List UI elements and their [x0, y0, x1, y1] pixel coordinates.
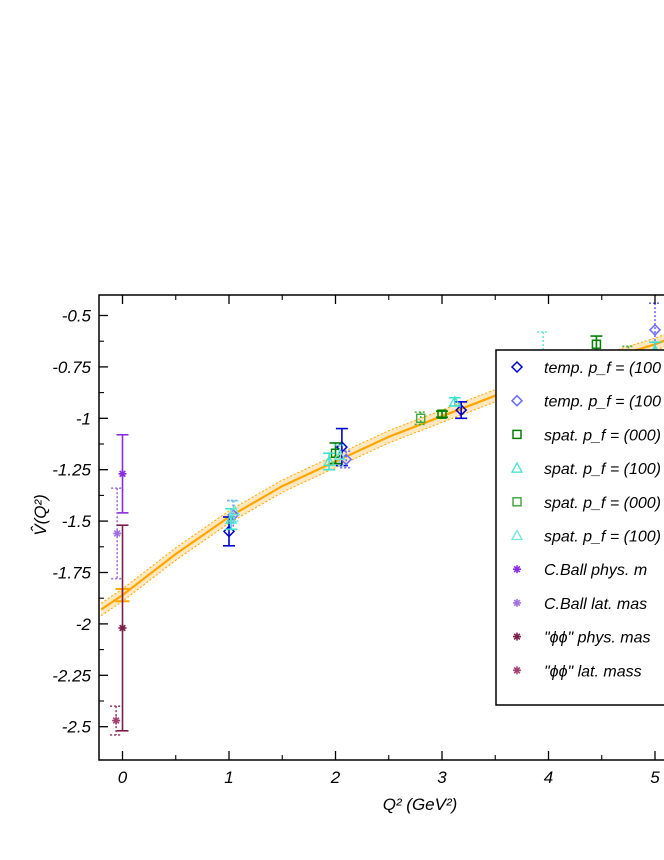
data-point	[228, 504, 241, 516]
y-tick-label: -1	[76, 409, 91, 428]
data-point	[591, 339, 602, 350]
y-tick-label: -0.75	[52, 358, 91, 377]
legend-marker	[513, 666, 521, 675]
legend-entry: spat. p_f = (000)	[544, 495, 661, 512]
legend-entry: C.Ball phys. m	[544, 562, 647, 579]
y-tick-label: -1.5	[62, 512, 92, 531]
legend-marker	[513, 598, 521, 607]
legend-marker	[510, 461, 524, 473]
data-point	[448, 395, 461, 407]
y-tick-label: -1.25	[52, 461, 91, 480]
legend-entry: C.Ball lat. mas	[544, 596, 647, 613]
x-tick-label: 2	[330, 768, 341, 787]
data-point	[225, 512, 238, 524]
y-tick-label: -2	[76, 615, 92, 634]
legend-marker	[512, 429, 522, 440]
axes: 0 1 2 3 4 5 -2.5 -2.25 -2 -1.75 -1.5 -1.25 -1 -0.75 -0…	[52, 294, 664, 787]
data-point	[648, 323, 662, 336]
legend-entry: "ϕϕ" phys. mas	[544, 630, 651, 647]
y-tick-label: -1.75	[52, 564, 91, 583]
legend-entry: spat. p_f = (000)	[544, 427, 661, 444]
data-point	[333, 448, 346, 460]
y-axis-title: V̂(Q²)	[30, 494, 50, 536]
data-point	[112, 716, 121, 725]
data-point	[323, 455, 336, 467]
legend-marker	[512, 497, 522, 507]
legend-marker	[513, 565, 521, 574]
legend-entry: temp. p_f = (100	[544, 394, 661, 411]
x-tick-label: 5	[650, 768, 660, 787]
legend-marker	[513, 632, 521, 641]
y-tick-label: -2.5	[62, 718, 92, 737]
plot-frame	[98, 294, 664, 761]
legend-entry: "ϕϕ" lat. mass	[544, 663, 642, 680]
y-tick-label: -0.5	[62, 307, 92, 326]
data-point	[455, 404, 468, 417]
fit-band-upper	[100, 334, 664, 604]
x-tick-label: 0	[118, 768, 128, 787]
y-tick-label: -2.25	[52, 666, 91, 685]
x-tick-label: 3	[437, 768, 447, 787]
data-point	[437, 409, 447, 419]
legend-entry: spat. p_f = (100)	[544, 529, 661, 546]
x-tick-label: 1	[224, 768, 233, 787]
data-point	[118, 624, 127, 633]
x-axis-title: Q² (GeV²)	[383, 795, 458, 814]
data-point	[113, 529, 122, 538]
legend-entry: temp. p_f = (100	[544, 360, 661, 377]
legend-marker	[510, 529, 524, 541]
legend: temp. p_f = (100 temp. p_f = (100 spat. p_…	[495, 349, 664, 706]
fit-band-lower	[100, 346, 664, 617]
x-tick-label: 4	[544, 768, 553, 787]
legend-entry: spat. p_f = (100)	[544, 461, 661, 478]
legend-marker	[510, 394, 524, 407]
legend-marker	[510, 360, 524, 374]
data-point	[340, 453, 353, 466]
data-point	[415, 413, 426, 424]
legend-box	[495, 349, 664, 706]
data-point	[118, 469, 127, 478]
